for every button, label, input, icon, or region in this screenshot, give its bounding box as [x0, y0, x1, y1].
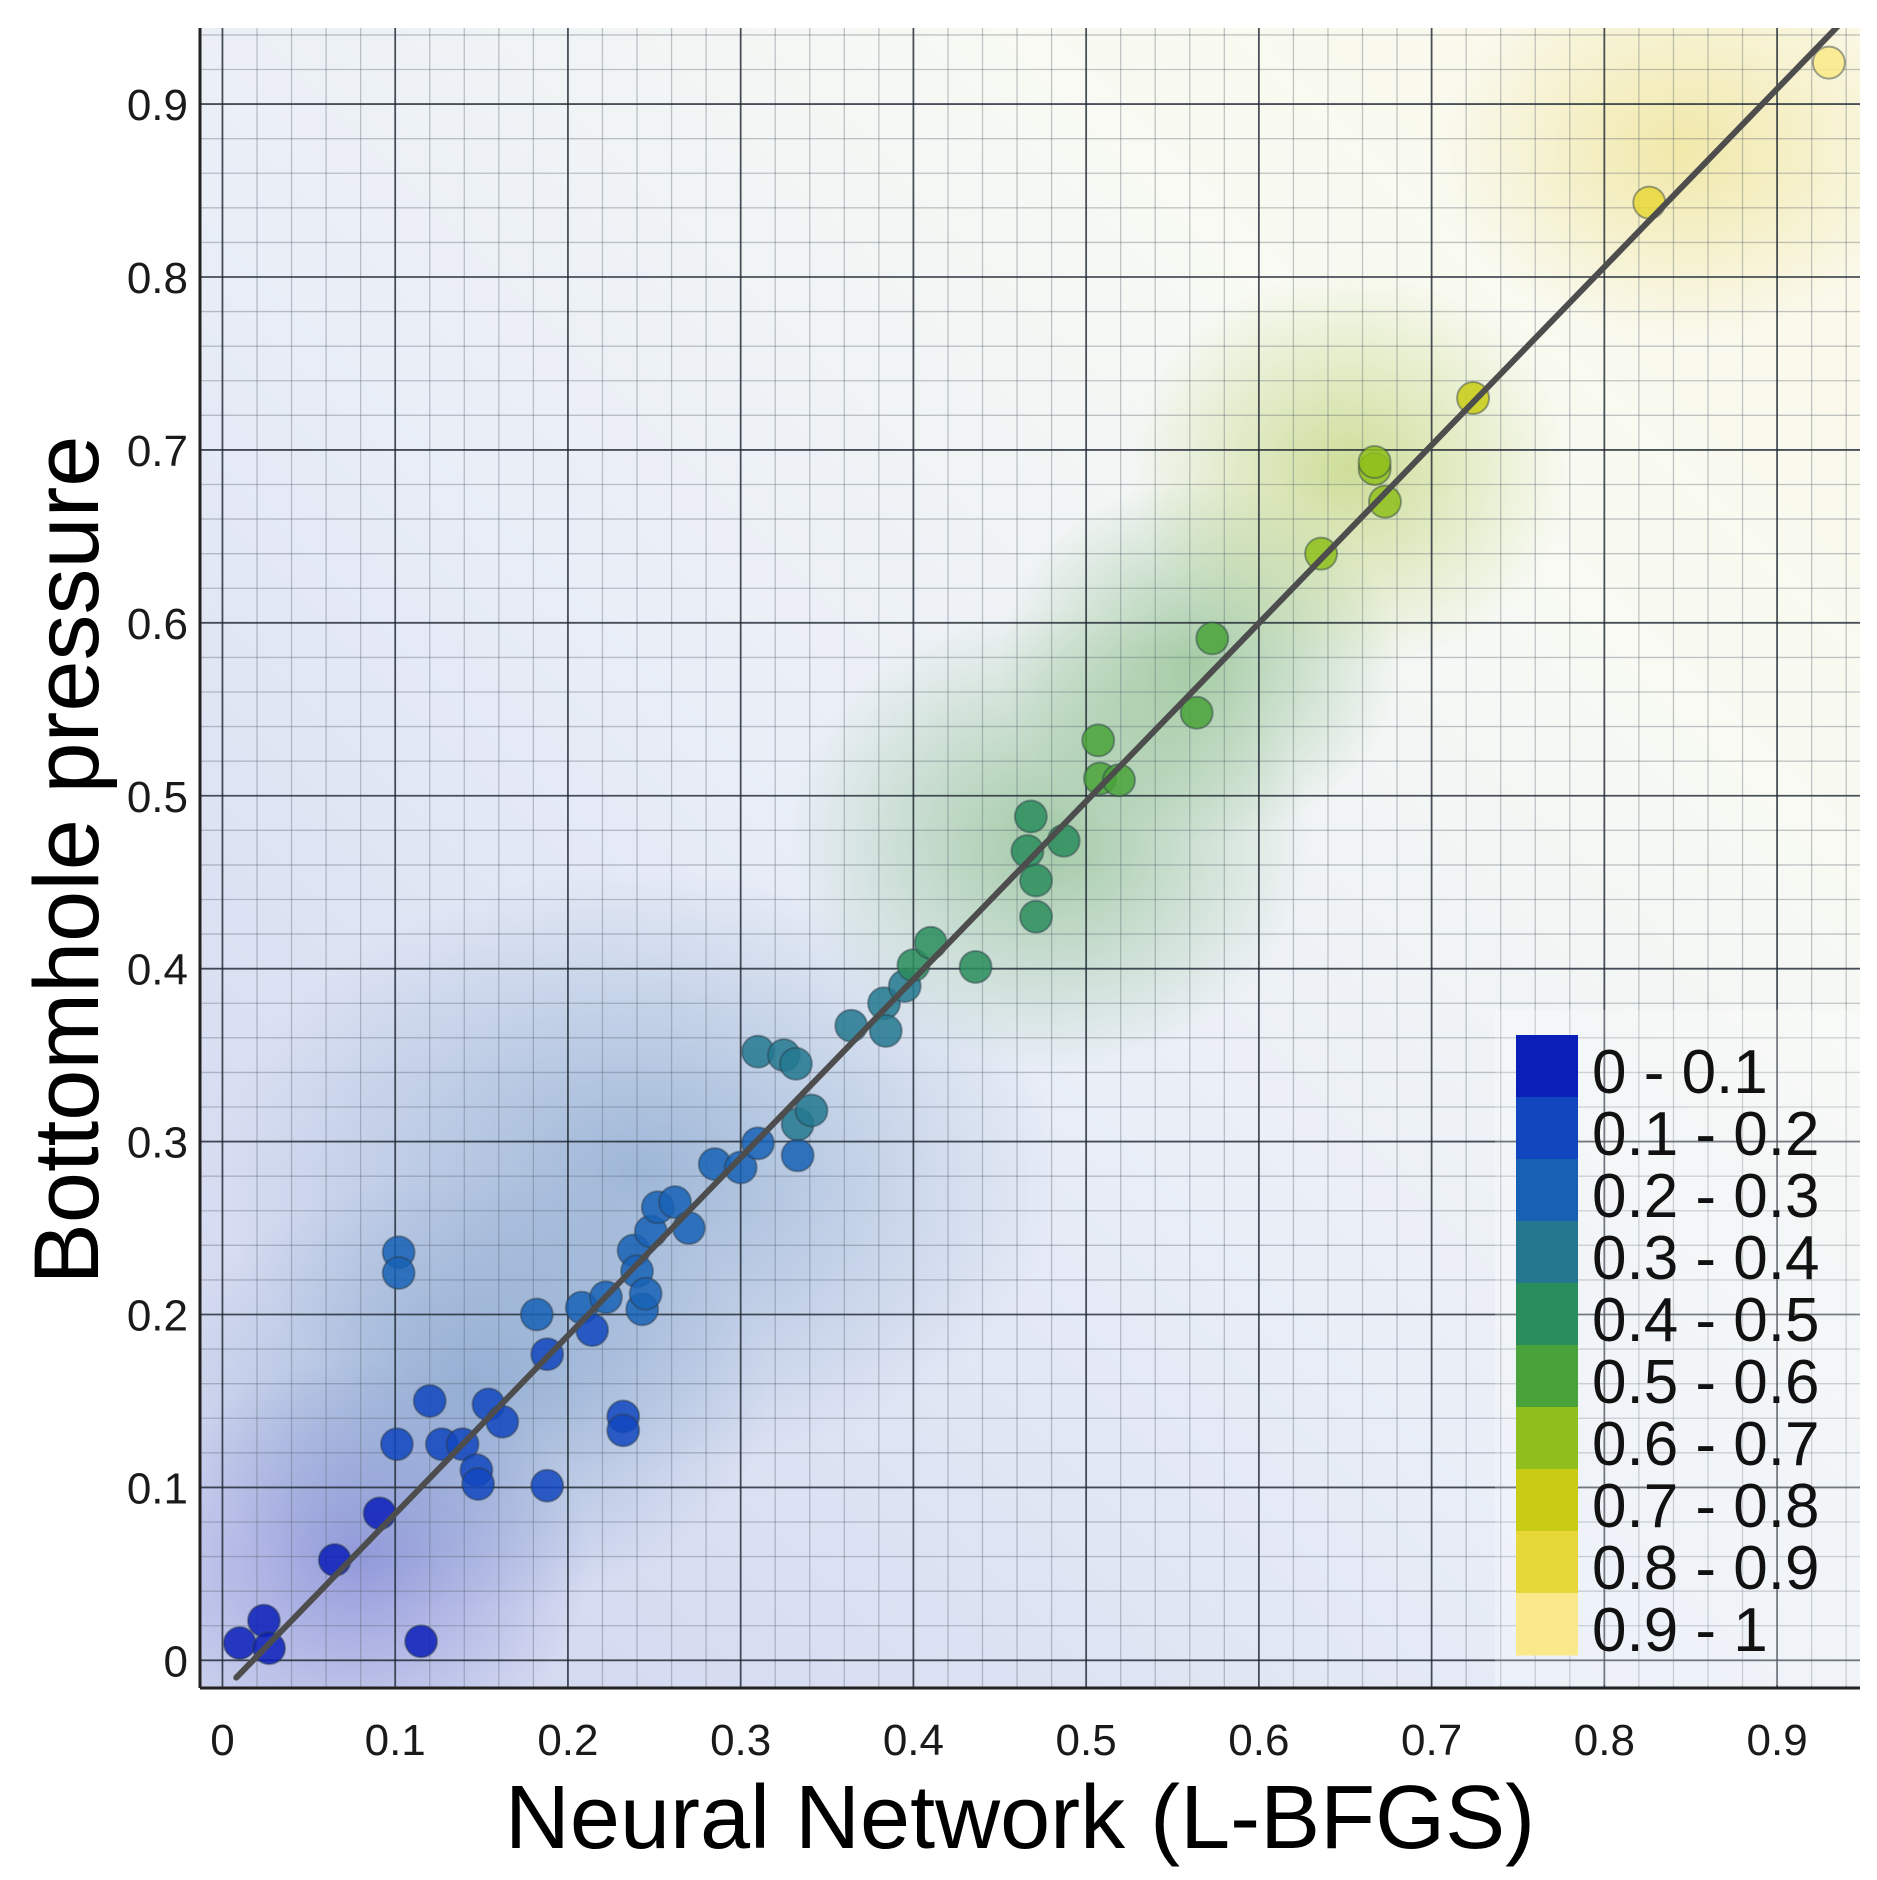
- legend-swatch: [1516, 1097, 1578, 1160]
- data-point: [362, 1496, 397, 1531]
- legend-swatch: [1516, 1469, 1578, 1532]
- x-tick-labels: 0 0.1 0.2 0.3 0.4 0.5 0.6 0.7 0.8 0.9: [210, 1716, 1807, 1765]
- major-grid: [200, 28, 1860, 1688]
- x-tick-label: 0.8: [1574, 1716, 1635, 1765]
- data-points: [222, 45, 1846, 1666]
- data-point: [723, 1150, 758, 1185]
- data-point: [1019, 863, 1054, 898]
- legend-label: 0.6 - 0.7: [1592, 1410, 1819, 1479]
- legend-swatch: [1516, 1593, 1578, 1656]
- y-tick-label: 0.9: [127, 81, 188, 130]
- data-point: [222, 1626, 257, 1661]
- fit-line: [233, 28, 1841, 1681]
- data-point: [1367, 484, 1402, 519]
- data-point: [530, 1468, 565, 1503]
- y-tick-label: 0.3: [127, 1119, 188, 1168]
- x-tick-label: 0.1: [365, 1716, 426, 1765]
- legend-swatch: [1516, 1035, 1578, 1098]
- data-point: [1195, 621, 1230, 656]
- legend-label: 0.8 - 0.9: [1592, 1534, 1819, 1603]
- legend-label: 0.9 - 1: [1592, 1596, 1768, 1665]
- y-tick-label: 0.4: [127, 946, 188, 995]
- data-point: [461, 1466, 496, 1501]
- data-point: [485, 1404, 520, 1439]
- data-point: [1019, 899, 1054, 934]
- legend-label: 0.1 - 0.2: [1592, 1100, 1819, 1169]
- data-point: [1811, 45, 1846, 80]
- legend-label: 0.2 - 0.3: [1592, 1162, 1819, 1231]
- legend-label: 0.7 - 0.8: [1592, 1472, 1819, 1541]
- y-tick-labels: 0 0.1 0.2 0.3 0.4 0.5 0.6 0.7 0.8 0.9: [127, 81, 188, 1686]
- legend-swatch: [1516, 1345, 1578, 1408]
- legend: 0 - 0.10.1 - 0.20.2 - 0.30.3 - 0.40.4 - …: [1495, 1010, 1860, 1685]
- x-tick-label: 0.4: [883, 1716, 944, 1765]
- data-point: [868, 1013, 903, 1048]
- data-point: [1013, 799, 1048, 834]
- y-tick-label: 0.6: [127, 600, 188, 649]
- data-point: [778, 1046, 813, 1081]
- legend-swatch: [1516, 1407, 1578, 1470]
- legend-labels: 0 - 0.10.1 - 0.20.2 - 0.30.3 - 0.40.4 - …: [1592, 1038, 1819, 1665]
- y-tick-label: 0: [164, 1637, 188, 1686]
- data-point: [658, 1185, 693, 1220]
- x-tick-label: 0.7: [1401, 1716, 1462, 1765]
- data-point: [246, 1603, 281, 1638]
- data-point: [1357, 445, 1392, 480]
- data-point: [317, 1543, 352, 1578]
- data-point: [404, 1624, 439, 1659]
- data-point: [958, 949, 993, 984]
- legend-swatch: [1516, 1283, 1578, 1346]
- data-point: [381, 1256, 416, 1290]
- data-point: [1304, 536, 1339, 571]
- x-tick-label: 0.3: [710, 1716, 771, 1765]
- data-point: [1632, 185, 1667, 220]
- x-tick-label: 0: [210, 1716, 234, 1765]
- data-point: [1081, 723, 1116, 758]
- legend-color-bar: [1516, 1035, 1578, 1656]
- x-tick-label: 0.2: [537, 1716, 598, 1765]
- legend-label: 0.3 - 0.4: [1592, 1224, 1819, 1293]
- data-point: [379, 1427, 414, 1462]
- data-point: [628, 1276, 663, 1311]
- x-tick-label: 0.9: [1747, 1716, 1808, 1765]
- data-point: [671, 1211, 706, 1246]
- data-point: [412, 1383, 447, 1418]
- legend-label: 0.5 - 0.6: [1592, 1348, 1819, 1417]
- legend-swatch: [1516, 1159, 1578, 1222]
- data-point: [606, 1413, 641, 1448]
- data-point: [834, 1008, 869, 1043]
- data-point: [794, 1093, 829, 1128]
- y-tick-label: 0.7: [127, 427, 188, 476]
- legend-label: 0.4 - 0.5: [1592, 1286, 1819, 1355]
- legend-swatch: [1516, 1221, 1578, 1284]
- legend-label: 0 - 0.1: [1592, 1038, 1768, 1107]
- x-tick-label: 0.6: [1228, 1716, 1289, 1765]
- y-tick-label: 0.5: [127, 773, 188, 822]
- x-tick-label: 0.5: [1056, 1716, 1117, 1765]
- y-tick-label: 0.2: [127, 1292, 188, 1341]
- data-point: [1046, 823, 1081, 858]
- data-point: [519, 1297, 554, 1332]
- y-tick-label: 0.8: [127, 254, 188, 303]
- y-axis-title: Bottomhole pressure: [16, 436, 118, 1285]
- y-tick-label: 0.1: [127, 1464, 188, 1513]
- data-point: [780, 1138, 815, 1173]
- x-axis-title: Neural Network (L-BFGS): [505, 1768, 1535, 1868]
- legend-swatch: [1516, 1531, 1578, 1594]
- data-point: [1179, 695, 1214, 730]
